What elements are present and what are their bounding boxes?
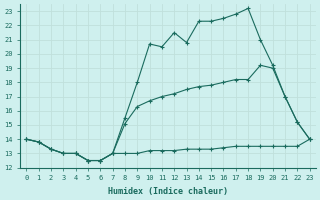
X-axis label: Humidex (Indice chaleur): Humidex (Indice chaleur) [108, 187, 228, 196]
